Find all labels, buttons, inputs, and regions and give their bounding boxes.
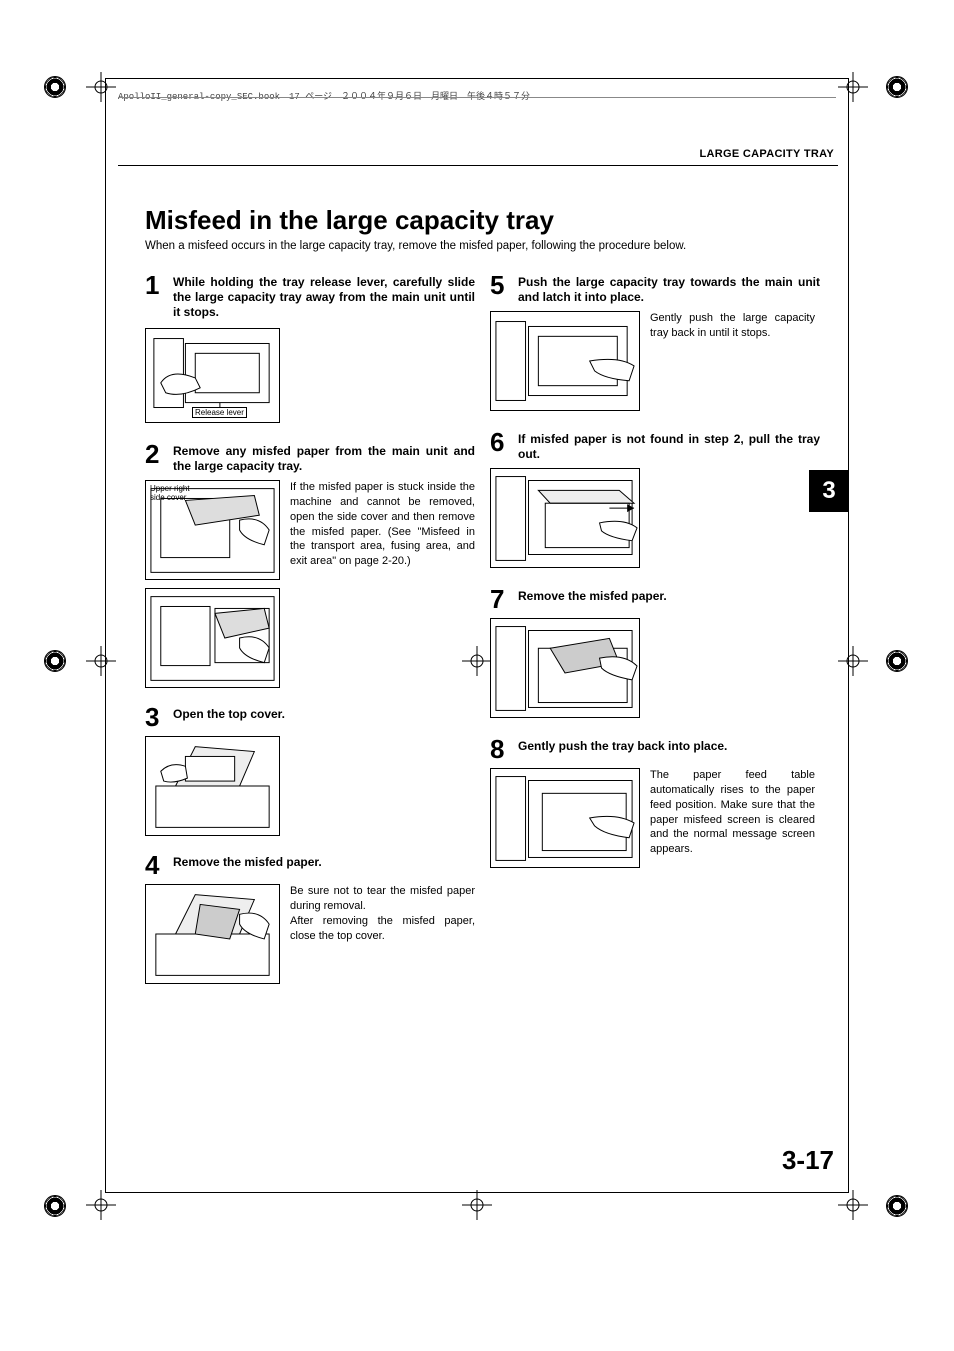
step-8-illustration [490,768,640,868]
step-7-illustration [490,618,640,718]
step-8: 8 Gently push the tray back into place. … [490,736,820,868]
step-num: 8 [490,736,512,762]
step-2-illustration-a: Upper right side cover [145,480,280,580]
section-label: LARGE CAPACITY TRAY [700,148,834,160]
step-4: 4 Remove the misfed paper. Be sure not t… [145,852,475,984]
step-1-illustration: Release lever [145,328,280,423]
step-1: 1 While holding the tray release lever, … [145,272,475,423]
step-title: Push the large capacity tray towards the… [518,272,820,305]
step-title: While holding the tray release lever, ca… [173,272,475,320]
reg-bot-right-inner [838,1190,868,1225]
step-title: Remove the misfed paper. [173,852,322,870]
step-6: 6 If misfed paper is not found in step 2… [490,429,820,568]
step-title: Open the top cover. [173,704,285,722]
step-title: If misfed paper is not found in step 2, … [518,429,820,462]
step-title: Gently push the tray back into place. [518,736,727,754]
step-num: 5 [490,272,512,298]
step-5: 5 Push the large capacity tray towards t… [490,272,820,411]
step-3: 3 Open the top cover. [145,704,475,836]
reg-bot-left-inner [86,1190,116,1225]
step-title: Remove the misfed paper. [518,586,667,604]
step-4-illustration [145,884,280,984]
step-3-illustration [145,736,280,836]
release-lever-label: Release lever [192,407,247,418]
step-num: 6 [490,429,512,455]
reg-bot-center [462,1190,492,1225]
step-2-body: If the misfed paper is stuck inside the … [290,480,475,688]
step-4-body: Be sure not to tear the misfed paper dur… [290,884,475,984]
step-num: 7 [490,586,512,612]
step-num: 2 [145,441,167,467]
step-num: 4 [145,852,167,878]
header-rule [118,97,836,98]
intro-text: When a misfeed occurs in the large capac… [145,240,686,252]
step-2-illustration-b [145,588,280,688]
step-8-body: The paper feed table automatically rises… [650,768,815,868]
step-num: 3 [145,704,167,730]
step-5-body: Gently push the large capacity tray back… [650,311,815,411]
step-num: 1 [145,272,167,298]
upper-right-cover-label: Upper right side cover [150,485,190,503]
step-7: 7 Remove the misfed paper. [490,586,820,718]
page-number: 3-17 [782,1145,834,1176]
page-title: Misfeed in the large capacity tray [145,205,554,236]
step-title: Remove any misfed paper from the main un… [173,441,475,474]
header-meta: ApolloII_general-copy_SEC.book 17 ページ ２０… [118,89,530,102]
section-rule [118,165,838,166]
step-5-illustration [490,311,640,411]
step-6-illustration [490,468,640,568]
step-2: 2 Remove any misfed paper from the main … [145,441,475,688]
